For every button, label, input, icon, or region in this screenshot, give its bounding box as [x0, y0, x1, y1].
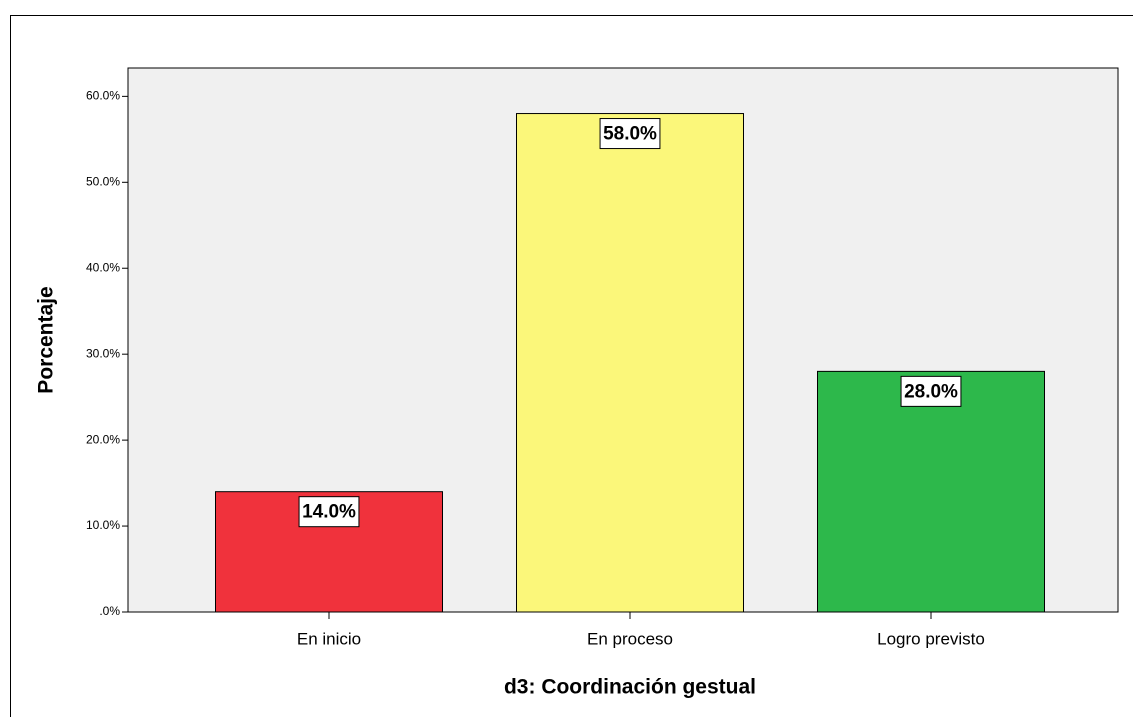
y-tick-label: 50.0% — [86, 174, 120, 188]
y-tick-label: 60.0% — [86, 89, 120, 103]
value-label: 58.0% — [603, 124, 657, 145]
y-tick-label: 30.0% — [86, 346, 120, 360]
value-label-box — [900, 375, 962, 407]
value-label: 28.0% — [904, 381, 958, 402]
value-label-box — [298, 496, 360, 528]
y-tick-label: 20.0% — [86, 432, 120, 446]
value-label-box — [599, 118, 661, 150]
value-label: 14.0% — [302, 502, 356, 523]
y-tick-label: .0% — [99, 604, 120, 618]
y-tick-label: 40.0% — [86, 260, 120, 274]
x-tick-label: En proceso — [587, 629, 673, 648]
y-axis-title: Porcentaje — [35, 286, 58, 393]
x-tick-label: En inicio — [297, 629, 361, 648]
bar — [516, 113, 744, 613]
bar — [817, 370, 1045, 613]
x-axis-title: d3: Coordinación gestual — [504, 676, 756, 699]
x-tick-label: Logro previsto — [877, 629, 985, 648]
y-tick-label: 10.0% — [86, 518, 120, 532]
